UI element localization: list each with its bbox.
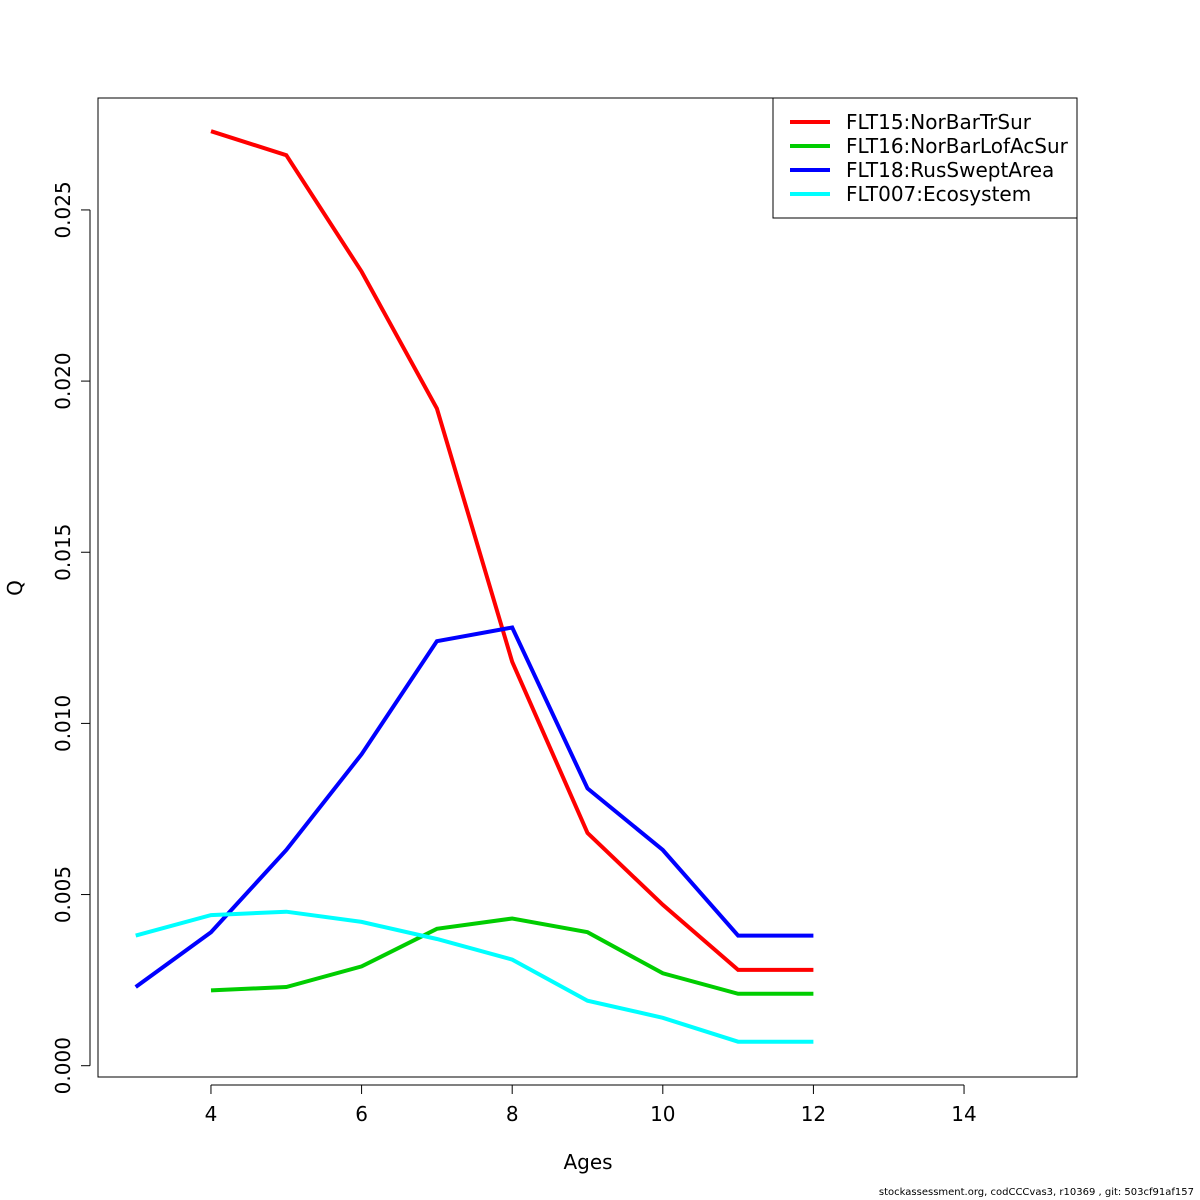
- legend-label: FLT15:NorBarTrSur: [846, 110, 1032, 134]
- legend-label: FLT16:NorBarLofAcSur: [846, 134, 1069, 158]
- series-line: [134, 625, 814, 989]
- series-line: [135, 909, 814, 1044]
- y-axis-title: Q: [3, 580, 27, 596]
- y-tick-label: 0.000: [51, 1037, 75, 1094]
- y-tick-label: 0.015: [51, 524, 75, 581]
- series-group: [134, 129, 814, 1044]
- y-tick-label: 0.010: [51, 695, 75, 752]
- y-tick-label: 0.005: [51, 866, 75, 923]
- x-tick-label: 14: [951, 1102, 976, 1126]
- x-tick-label: 6: [355, 1102, 368, 1126]
- legend: FLT15:NorBarTrSurFLT16:NorBarLofAcSurFLT…: [772, 97, 1078, 219]
- plot-frame: [97, 97, 1078, 1078]
- x-tick-label: 10: [650, 1102, 675, 1126]
- legend-label: FLT007:Ecosystem: [846, 182, 1031, 206]
- legend-box: [772, 97, 1078, 219]
- series-line: [210, 916, 814, 996]
- y-axis: 0.000 0.005 0.010 0.015 0.020 0.025: [51, 181, 91, 1094]
- footer-credit: stockassessment.org, codCCCvas3, r10369 …: [878, 1187, 1194, 1198]
- legend-label: FLT18:RusSweptArea: [846, 158, 1054, 182]
- y-tick-label: 0.025: [51, 181, 75, 238]
- x-tick-label: 4: [205, 1102, 218, 1126]
- x-axis: 4 6 8 10 12 14: [205, 1084, 977, 1126]
- x-axis-title: Ages: [563, 1150, 612, 1174]
- y-tick-label: 0.020: [51, 352, 75, 409]
- x-tick-label: 12: [801, 1102, 826, 1126]
- series-line: [210, 129, 814, 972]
- x-tick-label: 8: [506, 1102, 519, 1126]
